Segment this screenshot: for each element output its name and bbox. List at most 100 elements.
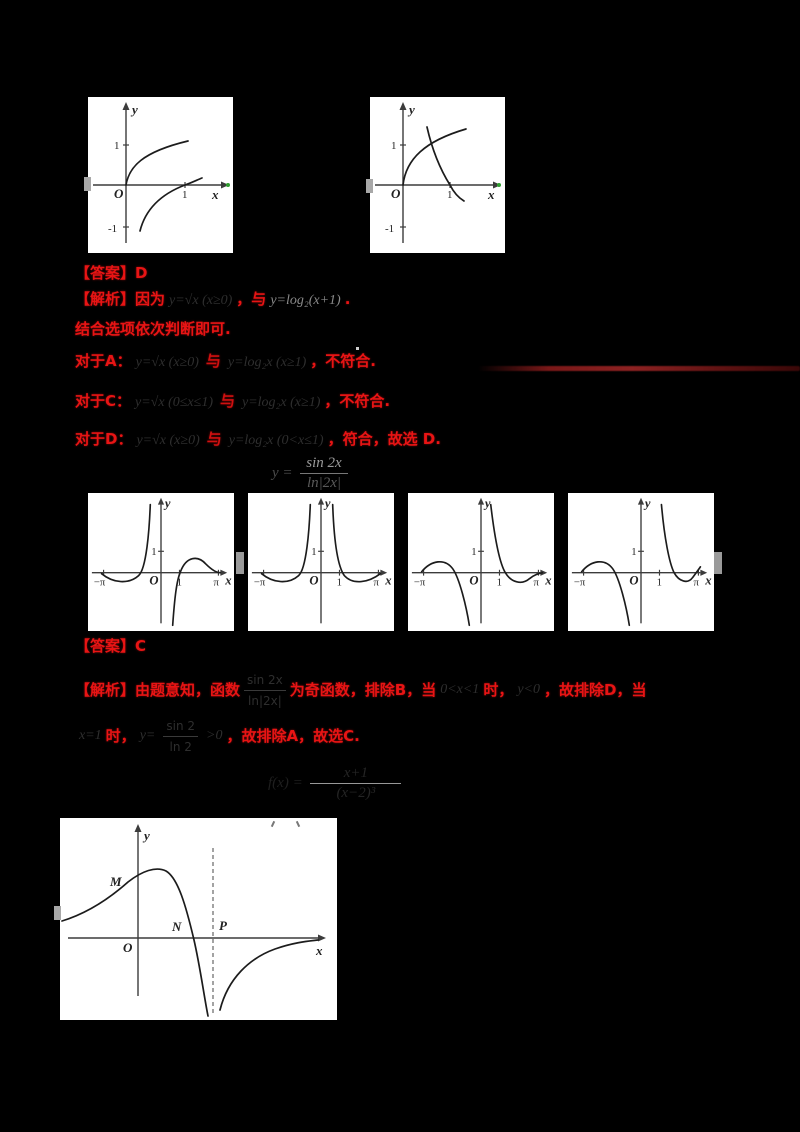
math-run: >0	[206, 728, 223, 743]
math-run: y=log₂x (0<x≤1)	[228, 433, 324, 448]
main-curve-left	[61, 868, 209, 1017]
xtick-1: 1	[337, 576, 342, 588]
graph-choice-c: y x O 1 1 −π π	[408, 493, 554, 631]
text-run: 时，	[105, 727, 136, 745]
xtick-pi: π	[694, 576, 700, 588]
denominator: ln|2x|	[248, 693, 282, 708]
math-run: y=√x (0≤x≤1)	[135, 395, 213, 410]
explanation-c-line-1: 【解析】由题意知，函数 sin 2x ln|2x| 为奇函数，排除B，当 0<x…	[75, 668, 646, 712]
text-run: .	[344, 290, 351, 308]
x-axis-label: x	[704, 573, 712, 587]
numerator: sin 2x	[244, 670, 286, 691]
artifact-dot	[497, 183, 501, 187]
origin-label: O	[469, 573, 478, 587]
numerator: sin 2x	[300, 455, 348, 474]
x-axis-label: x	[384, 573, 392, 587]
sqrt-curve	[402, 128, 467, 186]
text-run: 【解析】由题意知，函数	[75, 681, 241, 699]
edge-artifact	[366, 179, 373, 193]
answer-d-line: 【答案】D	[75, 264, 148, 282]
y-axis-label: y	[407, 102, 415, 117]
math-run: y=log₂x (x≥1)	[227, 355, 307, 370]
graph-option-right: y x O 1 -1 1	[370, 97, 505, 253]
x-axis-label: x	[487, 187, 495, 202]
x-axis-label: x	[224, 573, 232, 587]
sqrt-curve	[125, 140, 189, 186]
xtick-negpi: −π	[254, 576, 266, 588]
formula-lead: f(x) =	[268, 774, 303, 791]
x-axis-label: x	[544, 573, 552, 587]
denominator: ln|2x|	[306, 475, 342, 491]
numerator: x+1	[310, 765, 402, 784]
math-run: x=1	[79, 728, 102, 743]
x-axis-label: x	[211, 187, 219, 202]
xtick-1: 1	[447, 189, 453, 201]
log-decreasing-curve	[426, 126, 465, 202]
y-axis-label: y	[163, 496, 171, 510]
xtick-pi: π	[534, 576, 540, 588]
y-axis-label: y	[483, 496, 491, 510]
text-run: 对于A：	[75, 352, 132, 370]
text-run: 与	[206, 430, 222, 448]
option-d-line: 对于D： y=√x (x≥0) 与 y=log₂x (0<x≤1) ，符合，故选 D.	[75, 429, 441, 451]
graph-choice-d: y x O 1 1 −π π	[568, 493, 714, 631]
math-run: 0<x<1	[440, 682, 480, 697]
point-p-label: P	[219, 918, 228, 933]
text-run: 与	[205, 352, 221, 370]
ytick-1: 1	[391, 140, 397, 152]
edge-artifact	[84, 177, 91, 191]
main-curve-right	[219, 939, 319, 1011]
graph-choice-a: y x O 1 1 −π π	[88, 493, 234, 631]
problem2-function-formula: y = sin 2x ln|2x|	[272, 455, 352, 492]
text-run: 【解析】因为	[75, 290, 166, 308]
edge-artifact	[714, 552, 722, 574]
ytick-1: 1	[311, 546, 316, 558]
inline-fraction: sin 2x ln|2x|	[244, 670, 286, 711]
origin-label: O	[149, 573, 158, 587]
math-run: y=log₂x (x≥1)	[242, 395, 321, 410]
edge-artifact	[54, 906, 61, 920]
inline-fraction: sin 2 ln 2	[163, 716, 198, 757]
text-run: 为奇函数，排除B，当	[289, 681, 437, 699]
math-run: y=	[139, 728, 156, 743]
answer-c-line: 【答案】C	[75, 637, 147, 655]
text-run: ，故排除A，故选C.	[226, 727, 360, 745]
y-axis-label: y	[323, 496, 331, 510]
denominator: (x−2)³	[336, 785, 376, 801]
option-a-line: 对于A： y=√x (x≥0) 与 y=log₂x (x≥1) ，不符合.	[75, 351, 376, 373]
explanation-line-1: 【解析】因为 y=√x (x≥0) ，与 y=log₂(x+1).	[75, 289, 350, 311]
denominator: ln 2	[169, 739, 192, 754]
log-curve	[139, 177, 203, 232]
text-run: 与	[219, 392, 235, 410]
formula-lead: y =	[272, 464, 293, 481]
math-run: y<0	[517, 682, 540, 697]
xtick-1: 1	[177, 576, 182, 588]
option-c-line: 对于C： y=√x (0≤x≤1) 与 y=log₂x (x≥1) ，不符合.	[75, 391, 390, 413]
explanation-line-2: 结合选项依次判断即可.	[75, 320, 231, 338]
xtick-negpi: −π	[94, 576, 106, 588]
explanation-c-line-2: x=1 时， y= sin 2 ln 2 >0 ，故排除A，故选C.	[75, 714, 360, 758]
red-streak-artifact	[478, 366, 800, 371]
x-axis-label: x	[315, 943, 323, 958]
math-run: y=√x (x≥0)	[169, 293, 233, 308]
ytick-neg1: -1	[108, 223, 117, 235]
point-n-label: N	[171, 919, 182, 934]
point-m-label: M	[109, 874, 122, 889]
problem3-function-formula: f(x) = x+1 (x−2)³	[268, 765, 405, 802]
artifact-dot	[356, 347, 359, 350]
numerator: sin 2	[163, 716, 198, 737]
y-axis-label: y	[643, 496, 651, 510]
origin-label: O	[114, 186, 124, 201]
fraction: sin 2x ln|2x|	[300, 455, 348, 492]
graph-problem3: y x O M N P	[60, 818, 337, 1020]
graph-choice-b: y x O 1 1 −π π	[248, 493, 394, 631]
text-run: ，不符合.	[310, 352, 376, 370]
xtick-1: 1	[182, 189, 188, 201]
math-run: y=√x (x≥0)	[135, 355, 199, 370]
ytick-1: 1	[151, 546, 156, 558]
math-run: y=√x (x≥0)	[136, 433, 200, 448]
text-run: ，符合，故选 D.	[327, 430, 441, 448]
edge-artifact	[236, 552, 244, 574]
xtick-1: 1	[657, 576, 662, 588]
y-axis-label: y	[130, 102, 138, 117]
